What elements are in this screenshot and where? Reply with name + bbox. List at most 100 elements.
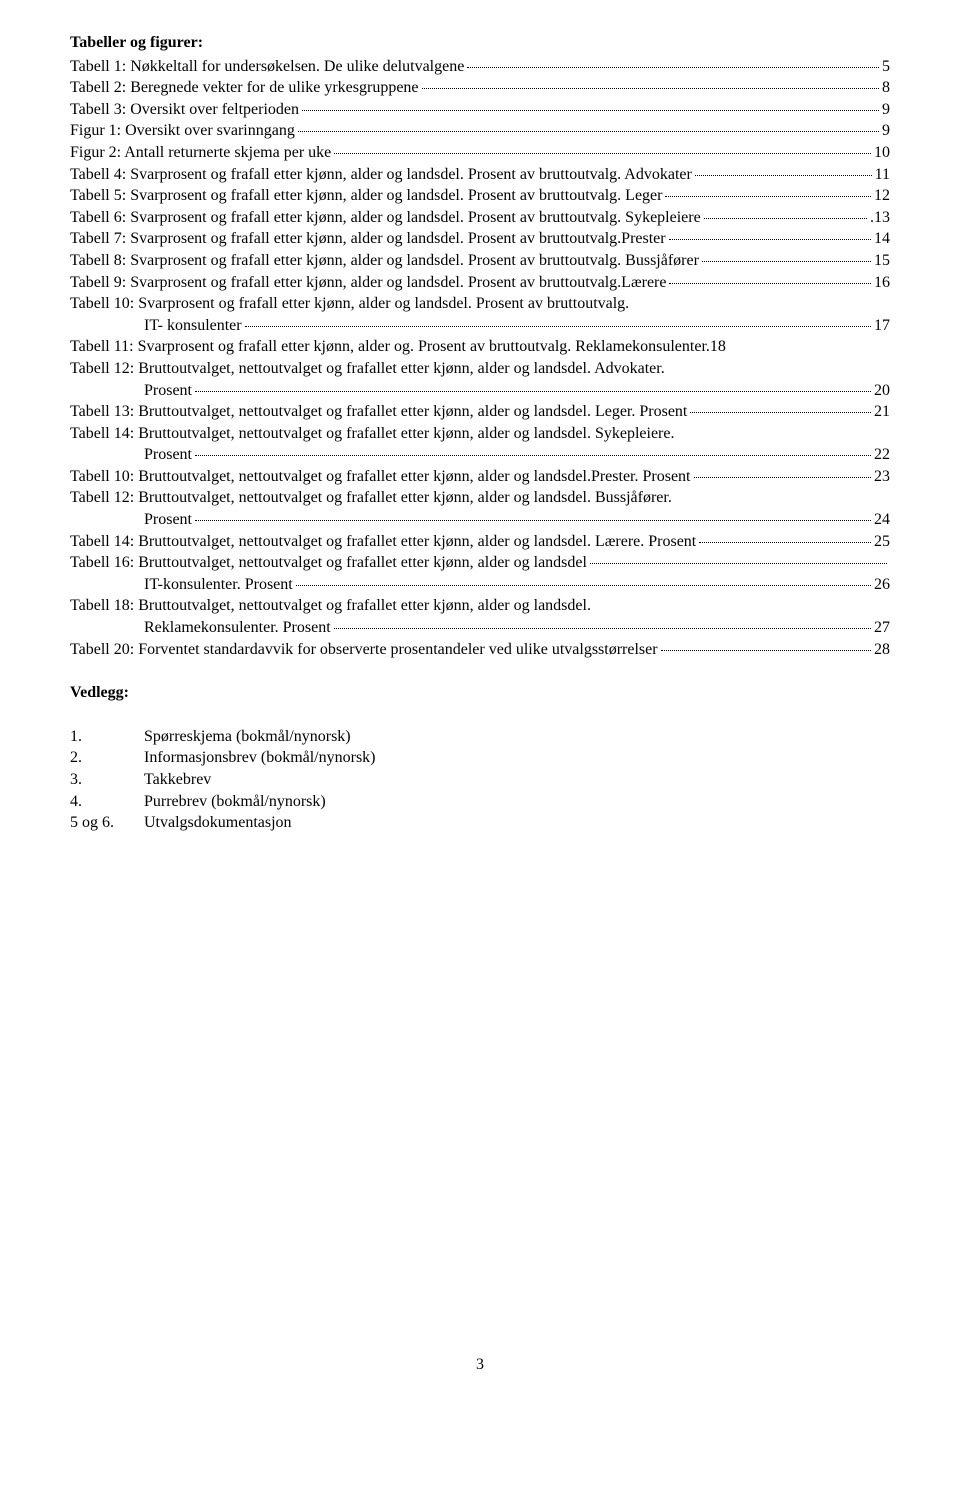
vedlegg-text: Utvalgsdokumentasjon (144, 812, 890, 834)
toc-label: Reklamekonsulenter. Prosent (144, 617, 331, 639)
toc-leader (669, 239, 871, 240)
toc-leader (699, 542, 871, 543)
toc-entry: Tabell 11: Svarprosent og frafall etter … (70, 336, 890, 358)
toc-leader (296, 585, 871, 586)
toc-entry: IT- konsulenter 17 (70, 315, 890, 337)
toc-label: Figur 2: Antall returnerte skjema per uk… (70, 142, 331, 164)
toc-page: 14 (874, 228, 890, 250)
toc-page: 5 (882, 56, 890, 78)
toc-entry: Tabell 14: Bruttoutvalget, nettoutvalget… (70, 531, 890, 553)
toc-entry: Tabell 10: Svarprosent og frafall etter … (70, 293, 890, 315)
toc-entry: Tabell 9: Svarprosent og frafall etter k… (70, 272, 890, 294)
toc-page: 8 (882, 77, 890, 99)
toc-page: 16 (874, 272, 890, 294)
toc-label: Prosent (144, 509, 192, 531)
toc-leader (704, 218, 867, 219)
toc-leader (690, 412, 871, 413)
toc-label: Tabell 6: Svarprosent og frafall etter k… (70, 207, 701, 229)
toc-label: Prosent (144, 444, 192, 466)
toc-page: .13 (870, 207, 890, 229)
toc-label: Tabell 12: Bruttoutvalget, nettoutvalget… (70, 358, 665, 380)
toc-page: 15 (874, 250, 890, 272)
toc-leader (195, 520, 871, 521)
vedlegg-heading: Vedlegg: (70, 682, 890, 704)
toc-entry: IT-konsulenter. Prosent26 (70, 574, 890, 596)
toc-page: 12 (874, 185, 890, 207)
toc-label: Tabell 14: Bruttoutvalget, nettoutvalget… (70, 531, 696, 553)
toc-page: 28 (874, 639, 890, 661)
toc-entry: Tabell 8: Svarprosent og frafall etter k… (70, 250, 890, 272)
vedlegg-item: 4.Purrebrev (bokmål/nynorsk) (70, 791, 890, 813)
toc-label: Tabell 10: Bruttoutvalget, nettoutvalget… (70, 466, 691, 488)
toc-label: Tabell 18: Bruttoutvalget, nettoutvalget… (70, 595, 591, 617)
vedlegg-item: 5 og 6.Utvalgsdokumentasjon (70, 812, 890, 834)
vedlegg-text: Spørreskjema (bokmål/nynorsk) (144, 726, 890, 748)
toc-label: Tabell 3: Oversikt over feltperioden (70, 99, 299, 121)
vedlegg-item: 1.Spørreskjema (bokmål/nynorsk) (70, 726, 890, 748)
toc-page: 9 (882, 120, 890, 142)
toc-label: IT-konsulenter. Prosent (144, 574, 293, 596)
toc-leader (422, 88, 879, 89)
toc-entry: Tabell 14: Bruttoutvalget, nettoutvalget… (70, 423, 890, 445)
toc-leader (302, 110, 879, 111)
toc-entry: Prosent20 (70, 380, 890, 402)
toc-label: Tabell 8: Svarprosent og frafall etter k… (70, 250, 699, 272)
toc-entry: Tabell 12: Bruttoutvalget, nettoutvalget… (70, 358, 890, 380)
vedlegg-num: 2. (70, 747, 144, 769)
vedlegg-section: Vedlegg: 1.Spørreskjema (bokmål/nynorsk)… (70, 682, 890, 834)
toc-page: 20 (874, 380, 890, 402)
toc-entry: Tabell 1: Nøkkeltall for undersøkelsen. … (70, 56, 890, 78)
toc-entry: Tabell 5: Svarprosent og frafall etter k… (70, 185, 890, 207)
toc-label: Tabell 20: Forventet standardavvik for o… (70, 639, 658, 661)
toc-entry: Prosent 22 (70, 444, 890, 466)
toc-entry: Tabell 20: Forventet standardavvik for o… (70, 639, 890, 661)
toc-leader (694, 477, 872, 478)
toc-leader (695, 175, 872, 176)
toc-label: Tabell 16: Bruttoutvalget, nettoutvalget… (70, 552, 587, 574)
toc-list: Tabell 1: Nøkkeltall for undersøkelsen. … (70, 56, 890, 661)
vedlegg-num: 5 og 6. (70, 812, 144, 834)
toc-page: 9 (882, 99, 890, 121)
toc-page: 10 (874, 142, 890, 164)
toc-entry: Tabell 2: Beregnede vekter for de ulike … (70, 77, 890, 99)
toc-label: Tabell 2: Beregnede vekter for de ulike … (70, 77, 419, 99)
toc-label: IT- konsulenter (144, 315, 242, 337)
toc-page: 25 (874, 531, 890, 553)
toc-entry: Figur 1: Oversikt over svarinngang9 (70, 120, 890, 142)
toc-heading: Tabeller og figurer: (70, 32, 890, 54)
toc-label: Tabell 1: Nøkkeltall for undersøkelsen. … (70, 56, 464, 78)
toc-entry: Tabell 6: Svarprosent og frafall etter k… (70, 207, 890, 229)
toc-page: 23 (874, 466, 890, 488)
toc-entry: Tabell 16: Bruttoutvalget, nettoutvalget… (70, 552, 890, 574)
toc-leader (702, 261, 871, 262)
vedlegg-text: Informasjonsbrev (bokmål/nynorsk) (144, 747, 890, 769)
toc-page: 17 (874, 315, 890, 337)
vedlegg-item: 3.Takkebrev (70, 769, 890, 791)
toc-label: Tabell 12: Bruttoutvalget, nettoutvalget… (70, 487, 672, 509)
vedlegg-num: 1. (70, 726, 144, 748)
toc-leader (334, 628, 871, 629)
toc-label: Tabell 9: Svarprosent og frafall etter k… (70, 272, 666, 294)
page-number: 3 (70, 1354, 890, 1376)
toc-entry: Tabell 10: Bruttoutvalget, nettoutvalget… (70, 466, 890, 488)
toc-leader (661, 650, 871, 651)
toc-label: Tabell 4: Svarprosent og frafall etter k… (70, 164, 692, 186)
toc-leader (665, 196, 871, 197)
toc-page: 24 (874, 509, 890, 531)
toc-entry: Tabell 3: Oversikt over feltperioden 9 (70, 99, 890, 121)
toc-page: 22 (874, 444, 890, 466)
toc-entry: Tabell 13: Bruttoutvalget, nettoutvalget… (70, 401, 890, 423)
vedlegg-text: Takkebrev (144, 769, 890, 791)
toc-leader (195, 391, 871, 392)
toc-page: 21 (874, 401, 890, 423)
toc-label: Tabell 10: Svarprosent og frafall etter … (70, 293, 629, 315)
toc-label: Tabell 14: Bruttoutvalget, nettoutvalget… (70, 423, 674, 445)
toc-label: Tabell 7: Svarprosent og frafall etter k… (70, 228, 666, 250)
toc-entry: Reklamekonsulenter. Prosent27 (70, 617, 890, 639)
toc-label: Tabell 13: Bruttoutvalget, nettoutvalget… (70, 401, 687, 423)
toc-page: 11 (875, 164, 890, 186)
toc-leader (467, 67, 879, 68)
toc-entry: Tabell 12: Bruttoutvalget, nettoutvalget… (70, 487, 890, 509)
toc-leader (590, 563, 887, 564)
vedlegg-item: 2.Informasjonsbrev (bokmål/nynorsk) (70, 747, 890, 769)
